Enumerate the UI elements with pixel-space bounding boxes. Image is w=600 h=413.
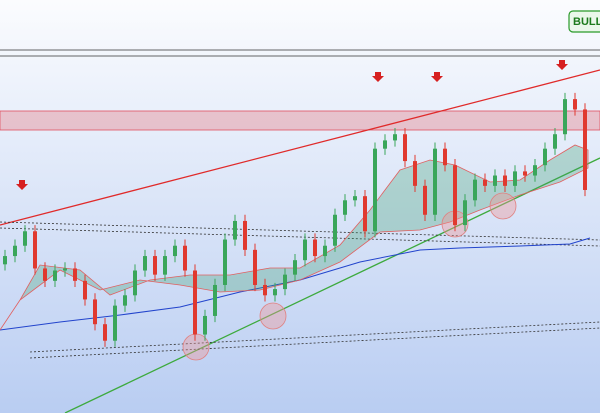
candle-body — [193, 270, 197, 335]
candle-body — [533, 165, 537, 176]
candle-body — [73, 268, 77, 281]
candle-body — [123, 295, 127, 306]
candle-body — [163, 256, 167, 275]
trend-line — [0, 69, 600, 226]
candle-body — [203, 315, 207, 335]
candles — [3, 92, 587, 347]
moving-average — [0, 237, 591, 331]
candle-body — [463, 200, 467, 226]
candle-body — [563, 99, 567, 135]
candle-body — [243, 220, 247, 250]
candle-body — [93, 299, 97, 325]
candle-body — [393, 134, 397, 141]
candle-body — [33, 231, 37, 269]
candle-body — [23, 231, 27, 246]
candle-body — [3, 256, 7, 265]
candle-body — [573, 99, 577, 110]
candle-body — [423, 185, 427, 215]
candle-body — [83, 280, 87, 300]
candle-body — [553, 134, 557, 149]
candle-body — [523, 171, 527, 176]
candle-body — [453, 165, 457, 226]
candle-body — [303, 239, 307, 261]
candle-body — [233, 220, 237, 240]
trend-line — [64, 157, 600, 413]
channel — [0, 221, 600, 359]
candle-body — [293, 260, 297, 275]
candle-body — [493, 175, 497, 186]
candle-body — [323, 245, 327, 257]
candle-body — [373, 148, 377, 232]
candle-body — [143, 256, 147, 271]
candle-body — [213, 284, 217, 316]
candle-body — [443, 148, 447, 166]
candle-body — [433, 148, 437, 215]
resistance-zone — [0, 110, 600, 131]
candle-body — [383, 140, 387, 149]
candle-body — [133, 270, 137, 296]
candle-body — [403, 134, 407, 162]
candle-body — [63, 268, 67, 271]
candle-body — [483, 179, 487, 186]
candle-body — [103, 324, 107, 341]
signal-arrow — [16, 60, 568, 190]
badge-label: BULL — [573, 16, 600, 28]
candle-body — [273, 289, 277, 296]
candle-body — [53, 270, 57, 281]
candle-body — [153, 256, 157, 275]
candle-body — [333, 214, 337, 246]
candle-body — [363, 196, 367, 232]
candle-body — [503, 175, 507, 186]
candle-body — [583, 109, 587, 190]
ma-cloud — [0, 144, 589, 331]
candle-body — [313, 239, 317, 257]
candle-body — [183, 245, 187, 271]
candle-body — [253, 249, 257, 285]
candle-body — [543, 148, 547, 166]
candle-body — [513, 171, 517, 186]
candle-body — [13, 245, 17, 257]
candle-body — [283, 274, 287, 290]
candle-body — [113, 305, 117, 341]
candle-body — [343, 200, 347, 215]
badge — [568, 10, 600, 33]
candle-body — [263, 284, 267, 296]
candle-body — [43, 268, 47, 281]
candle-body — [413, 161, 417, 186]
candle-body — [223, 239, 227, 285]
candle-body — [173, 245, 177, 257]
candle-body — [353, 196, 357, 201]
candle-body — [473, 179, 477, 201]
